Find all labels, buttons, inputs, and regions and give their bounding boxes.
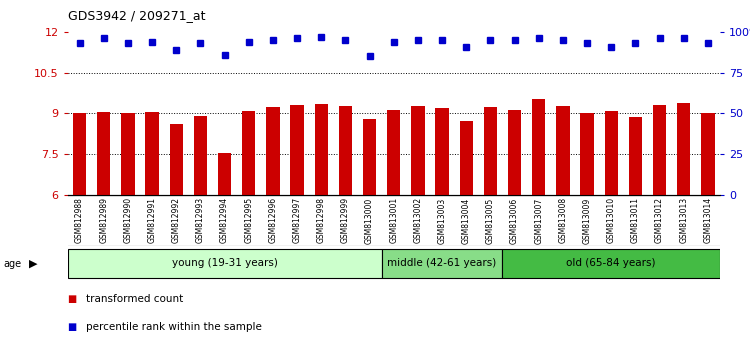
Text: GSM813010: GSM813010	[607, 197, 616, 244]
Bar	[194, 116, 207, 195]
Bar	[653, 104, 666, 195]
Text: transformed count: transformed count	[86, 294, 184, 304]
Text: GSM812997: GSM812997	[292, 197, 302, 244]
Bar	[339, 106, 352, 195]
Bar	[503, 249, 720, 278]
Text: GSM813013: GSM813013	[680, 197, 688, 244]
Text: GSM812989: GSM812989	[99, 197, 108, 243]
Text: GSM813000: GSM813000	[365, 197, 374, 244]
Text: GSM813007: GSM813007	[534, 197, 543, 244]
Bar	[170, 124, 183, 195]
Text: GSM813005: GSM813005	[486, 197, 495, 244]
Bar	[484, 107, 497, 195]
Bar	[97, 112, 110, 195]
Bar	[411, 106, 424, 195]
Bar	[604, 111, 618, 195]
Text: ■: ■	[68, 322, 76, 332]
Bar	[556, 106, 569, 195]
Text: GSM812990: GSM812990	[124, 197, 133, 244]
Bar	[68, 249, 382, 278]
Text: GSM813006: GSM813006	[510, 197, 519, 244]
Bar	[73, 113, 86, 195]
Bar	[266, 107, 280, 195]
Bar	[701, 113, 715, 195]
Text: ■: ■	[68, 294, 76, 304]
Text: percentile rank within the sample: percentile rank within the sample	[86, 322, 262, 332]
Bar	[363, 119, 376, 195]
Text: GSM813014: GSM813014	[704, 197, 712, 244]
Text: old (65-84 years): old (65-84 years)	[566, 258, 656, 268]
Text: middle (42-61 years): middle (42-61 years)	[388, 258, 496, 268]
Text: GSM812998: GSM812998	[316, 197, 326, 243]
Text: GSM813003: GSM813003	[437, 197, 446, 244]
Text: GSM813004: GSM813004	[462, 197, 471, 244]
Text: GSM813002: GSM813002	[413, 197, 422, 244]
Text: GSM813008: GSM813008	[559, 197, 568, 244]
Text: GSM812994: GSM812994	[220, 197, 229, 244]
Bar	[508, 110, 521, 195]
Bar	[382, 249, 502, 278]
Text: GSM812992: GSM812992	[172, 197, 181, 243]
Text: GSM813012: GSM813012	[655, 197, 664, 243]
Text: GSM812991: GSM812991	[148, 197, 157, 243]
Bar	[387, 110, 400, 195]
Text: young (19-31 years): young (19-31 years)	[172, 258, 278, 268]
Text: GSM812996: GSM812996	[268, 197, 278, 244]
Text: age: age	[4, 259, 22, 269]
Bar	[218, 153, 231, 195]
Text: GSM812995: GSM812995	[244, 197, 254, 244]
Bar	[146, 112, 159, 195]
Bar	[436, 108, 448, 195]
Bar	[122, 113, 134, 195]
Bar	[677, 103, 691, 195]
Text: ▶: ▶	[28, 259, 37, 269]
Bar	[460, 121, 473, 195]
Text: GSM812999: GSM812999	[341, 197, 350, 244]
Text: GSM813001: GSM813001	[389, 197, 398, 244]
Bar	[290, 104, 304, 195]
Text: GSM813011: GSM813011	[631, 197, 640, 243]
Text: GSM813009: GSM813009	[583, 197, 592, 244]
Bar	[242, 111, 256, 195]
Bar	[532, 99, 545, 195]
Text: GDS3942 / 209271_at: GDS3942 / 209271_at	[68, 9, 205, 22]
Bar	[314, 104, 328, 195]
Text: GSM812993: GSM812993	[196, 197, 205, 244]
Bar	[580, 113, 594, 195]
Bar	[628, 116, 642, 195]
Text: GSM812988: GSM812988	[75, 197, 84, 243]
